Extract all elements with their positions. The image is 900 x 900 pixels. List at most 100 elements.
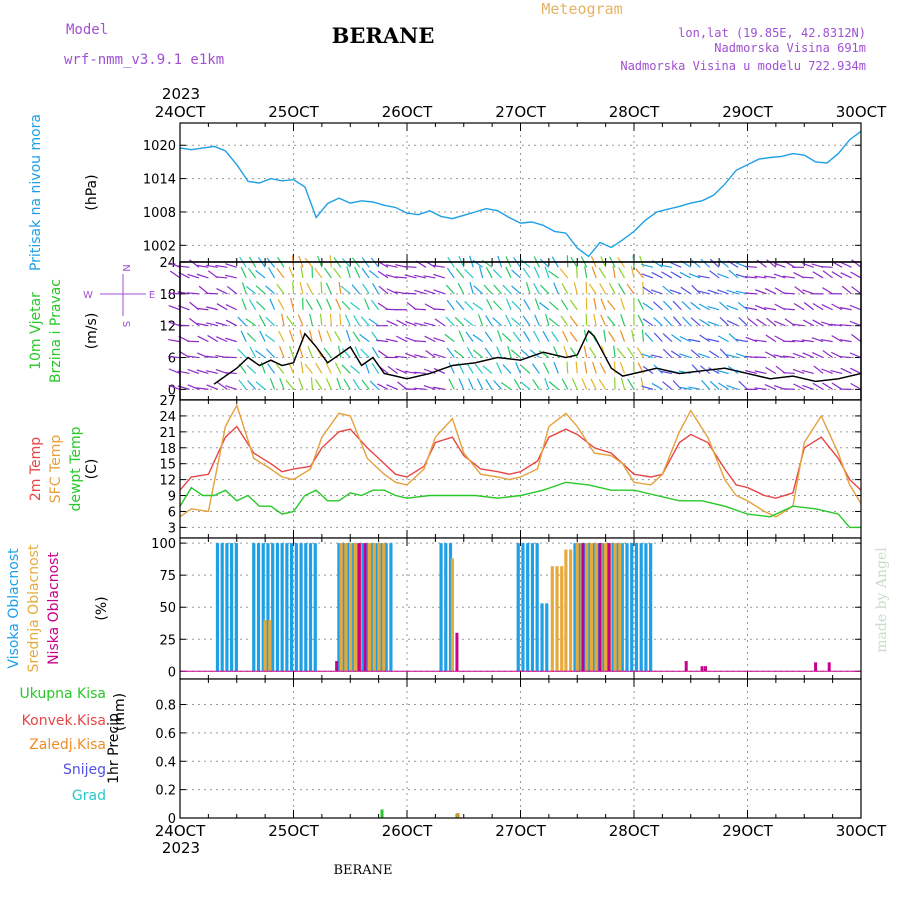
wind-barb xyxy=(598,267,607,279)
wind-barb xyxy=(803,302,815,311)
wind-barb xyxy=(354,266,361,279)
cloud-bar xyxy=(266,543,270,672)
wind-barb xyxy=(492,269,503,279)
x-tick-label-top: 24OCT xyxy=(155,103,206,121)
bar xyxy=(598,543,602,672)
cloud-bar xyxy=(611,543,615,672)
wind-barb xyxy=(472,349,484,359)
wind-barb xyxy=(573,282,578,294)
cloud-bar xyxy=(615,543,620,672)
wind-barb xyxy=(774,320,786,327)
wind-barb xyxy=(285,379,294,390)
wind-barb xyxy=(507,345,512,358)
cloud-bar xyxy=(601,543,605,672)
wind-barb xyxy=(511,285,521,295)
wind-barb xyxy=(414,354,427,359)
wind-barb xyxy=(839,306,852,311)
wind-barb xyxy=(691,284,701,295)
wind-barb xyxy=(792,323,805,327)
wind-barb xyxy=(466,346,474,358)
wind-barb xyxy=(697,275,710,279)
wind-barb xyxy=(575,265,578,278)
wind-barb xyxy=(341,300,351,311)
wind-barb xyxy=(591,266,597,279)
wind-barb xyxy=(255,350,266,359)
wind-barb xyxy=(386,288,398,295)
cloud-bar xyxy=(375,543,379,672)
y-axis-label: 1hr Precip xyxy=(106,713,122,784)
wind-barb xyxy=(458,378,465,390)
wind-barb xyxy=(651,271,663,279)
wind-barb xyxy=(801,369,814,375)
wind-barb xyxy=(216,303,228,311)
wind-barb xyxy=(343,378,351,390)
wind-barb xyxy=(707,338,720,343)
wind-barb xyxy=(598,378,607,390)
wind-barb xyxy=(678,370,691,375)
wind-barb xyxy=(782,371,795,375)
wind-barb xyxy=(377,270,389,279)
wind-barb xyxy=(306,282,313,295)
wind-barb xyxy=(754,275,767,279)
wind-barb xyxy=(626,347,635,358)
wind-barb xyxy=(510,349,521,359)
wind-barb xyxy=(454,316,465,327)
wind-barb xyxy=(292,281,295,294)
wind-barb xyxy=(502,284,512,295)
wind-barb xyxy=(225,385,237,390)
wind-barb xyxy=(511,300,521,311)
wind-barb xyxy=(205,264,218,268)
wind-barb xyxy=(583,329,588,342)
wind-barb xyxy=(255,270,266,279)
wind-barb xyxy=(745,336,758,343)
y-tick-label: 0.2 xyxy=(155,784,176,799)
cloud-bar xyxy=(448,543,453,672)
cloud-bar xyxy=(516,543,520,672)
wind-barb xyxy=(551,331,559,342)
wind-barb xyxy=(717,335,729,343)
y-tick-label: 100 xyxy=(151,537,176,552)
bar xyxy=(455,632,459,672)
series-line xyxy=(179,403,862,518)
wind-barb xyxy=(433,353,446,359)
cloud-bar xyxy=(545,603,549,672)
y-axis-label: SFC Temp xyxy=(48,435,64,504)
wind-barb xyxy=(240,330,247,342)
wind-barb xyxy=(372,283,380,295)
wind-barb xyxy=(831,303,843,311)
wind-barb xyxy=(467,378,474,390)
wind-barb xyxy=(627,378,635,390)
panel-border xyxy=(179,678,862,819)
wind-barb xyxy=(792,352,805,359)
wind-barb xyxy=(485,378,493,390)
wind-barb xyxy=(474,363,484,374)
wind-barb xyxy=(735,338,748,343)
wind-barb xyxy=(334,362,342,374)
wind-barb xyxy=(755,304,767,311)
wind-barb xyxy=(619,362,626,374)
wind-barb xyxy=(413,387,426,390)
legend-item: Ukupna Kisa xyxy=(19,686,106,702)
wind-barb xyxy=(206,384,219,390)
wind-barb xyxy=(385,338,398,343)
wind-barb xyxy=(544,266,550,279)
wind-barb xyxy=(492,317,502,327)
wind-barb xyxy=(168,305,181,311)
wind-barb xyxy=(688,338,701,343)
wind-barb xyxy=(802,384,814,390)
cloud-bar xyxy=(526,543,530,672)
wind-barb xyxy=(413,371,426,375)
wind-barb xyxy=(207,334,219,343)
wind-barb xyxy=(756,318,767,327)
wind-barb xyxy=(377,350,389,359)
wind-barb xyxy=(238,379,247,390)
wind-barb xyxy=(463,317,474,327)
y-tick-label: 0.4 xyxy=(155,755,176,770)
year-top: 2023 xyxy=(162,85,200,103)
wind-barb xyxy=(700,365,711,374)
wind-barb xyxy=(344,314,351,326)
wind-barb xyxy=(496,346,503,358)
wind-barb xyxy=(448,378,455,390)
wind-barb xyxy=(433,337,446,343)
